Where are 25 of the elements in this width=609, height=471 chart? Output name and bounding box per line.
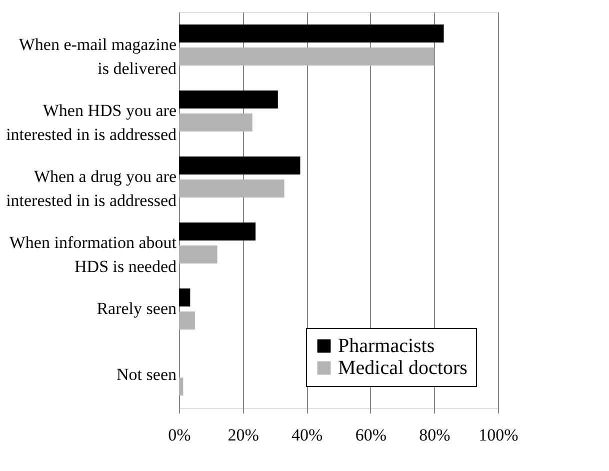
x-tick-label: 20%	[228, 426, 259, 444]
y-tick-label: When HDS you are interested in is addressed	[6, 101, 177, 144]
bar	[179, 114, 252, 132]
y-tick-label: When a drug you are interested in is addressed	[6, 167, 177, 210]
bar	[179, 48, 434, 66]
bar	[179, 222, 256, 240]
bar	[179, 90, 278, 108]
bar	[179, 246, 218, 264]
x-tick-label: 0%	[168, 426, 191, 444]
y-tick-label: Not seen	[116, 365, 177, 384]
bar	[179, 156, 300, 174]
x-tick-label: 100%	[478, 426, 518, 444]
bar	[179, 378, 184, 396]
bar	[179, 288, 190, 306]
legend-label: Medical doctors	[338, 357, 468, 379]
x-tick-label: 80%	[419, 426, 450, 444]
y-tick-label: When information about HDS is needed	[9, 233, 177, 276]
x-tick-label: 40%	[292, 426, 323, 444]
x-tick-label: 60%	[355, 426, 386, 444]
legend-label: Pharmacists	[338, 335, 435, 357]
bar	[179, 24, 444, 42]
y-tick-label: When e-mail magazine is delivered	[18, 35, 177, 78]
bar	[179, 312, 195, 330]
y-tick-label: Rarely seen	[96, 299, 177, 318]
bar	[179, 180, 284, 198]
